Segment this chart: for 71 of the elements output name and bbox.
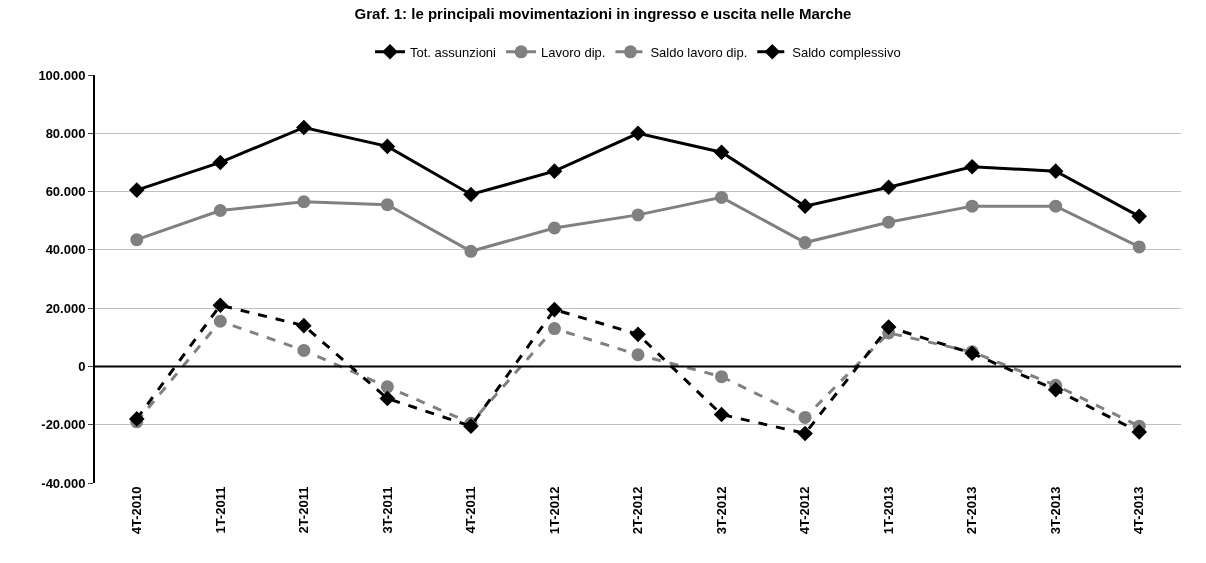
point	[713, 406, 730, 423]
x-tick-label: 2T-2011	[296, 486, 312, 534]
point	[880, 319, 897, 335]
point	[965, 199, 979, 213]
y-tick-label: -20.000	[41, 417, 86, 433]
point	[212, 154, 229, 171]
point	[297, 195, 311, 209]
point	[797, 198, 813, 214]
point	[1047, 381, 1064, 398]
point	[380, 198, 394, 212]
legend-label: Lavoro dip.	[541, 44, 606, 60]
point	[128, 411, 145, 427]
point	[212, 297, 229, 314]
x-tick-label: 4T-2012	[797, 486, 813, 535]
point	[882, 215, 896, 229]
point	[798, 236, 812, 250]
x-tick-label: 1T-2013	[880, 486, 896, 535]
legend-label: Saldo lavoro dip.	[650, 44, 748, 60]
y-tick-label: 40.000	[45, 242, 86, 258]
y-tick-label: 20.000	[45, 300, 86, 316]
point	[1047, 163, 1064, 179]
point	[546, 163, 563, 179]
point	[880, 179, 897, 195]
y-tick-label: 100.000	[38, 67, 86, 83]
point	[213, 314, 227, 328]
point	[798, 410, 812, 424]
point	[296, 119, 312, 136]
point	[1049, 199, 1063, 213]
legend-label: Saldo complessivo	[792, 44, 901, 60]
x-tick-label: 4T-2011	[463, 486, 479, 534]
point	[964, 159, 980, 175]
point	[296, 317, 312, 334]
x-tick-label: 2T-2012	[630, 486, 646, 535]
x-tick-label: 3T-2012	[713, 486, 729, 535]
x-tick-label: 3T-2011	[379, 486, 395, 534]
y-tick-label: 60.000	[45, 184, 86, 200]
x-tick-label: 1T-2011	[212, 486, 228, 534]
point	[213, 204, 227, 217]
point	[379, 138, 396, 155]
point	[715, 370, 729, 384]
point	[380, 380, 394, 394]
point	[547, 221, 561, 235]
y-tick-label: -40.000	[41, 475, 86, 491]
point	[713, 144, 730, 161]
point	[128, 182, 145, 198]
x-tick-label: 3T-2013	[1047, 486, 1063, 535]
point	[715, 190, 729, 204]
x-tick-label: 4T-2013	[1131, 486, 1147, 535]
point	[463, 186, 479, 203]
point	[1132, 240, 1146, 254]
point	[630, 326, 646, 343]
point	[463, 418, 479, 434]
legend-label: Tot. assunzioni	[410, 44, 497, 60]
point	[631, 348, 645, 362]
point	[797, 425, 813, 442]
point	[1131, 424, 1148, 440]
point	[297, 343, 311, 357]
x-tick-label: 2T-2013	[964, 486, 980, 535]
chart-title: Graf. 1: le principali movimentazioni in ingresso e uscita nelle Marche	[354, 4, 852, 22]
point	[379, 390, 396, 407]
x-tick-label: 4T-2010	[129, 486, 144, 535]
y-tick-label: 0	[78, 358, 86, 374]
point	[546, 301, 563, 318]
point	[547, 322, 561, 336]
point	[1131, 208, 1148, 225]
point	[631, 208, 645, 222]
point	[630, 125, 646, 142]
point	[464, 244, 478, 258]
point	[130, 233, 144, 247]
y-tick-label: 80.000	[45, 125, 86, 141]
x-tick-label: 1T-2012	[546, 486, 562, 535]
